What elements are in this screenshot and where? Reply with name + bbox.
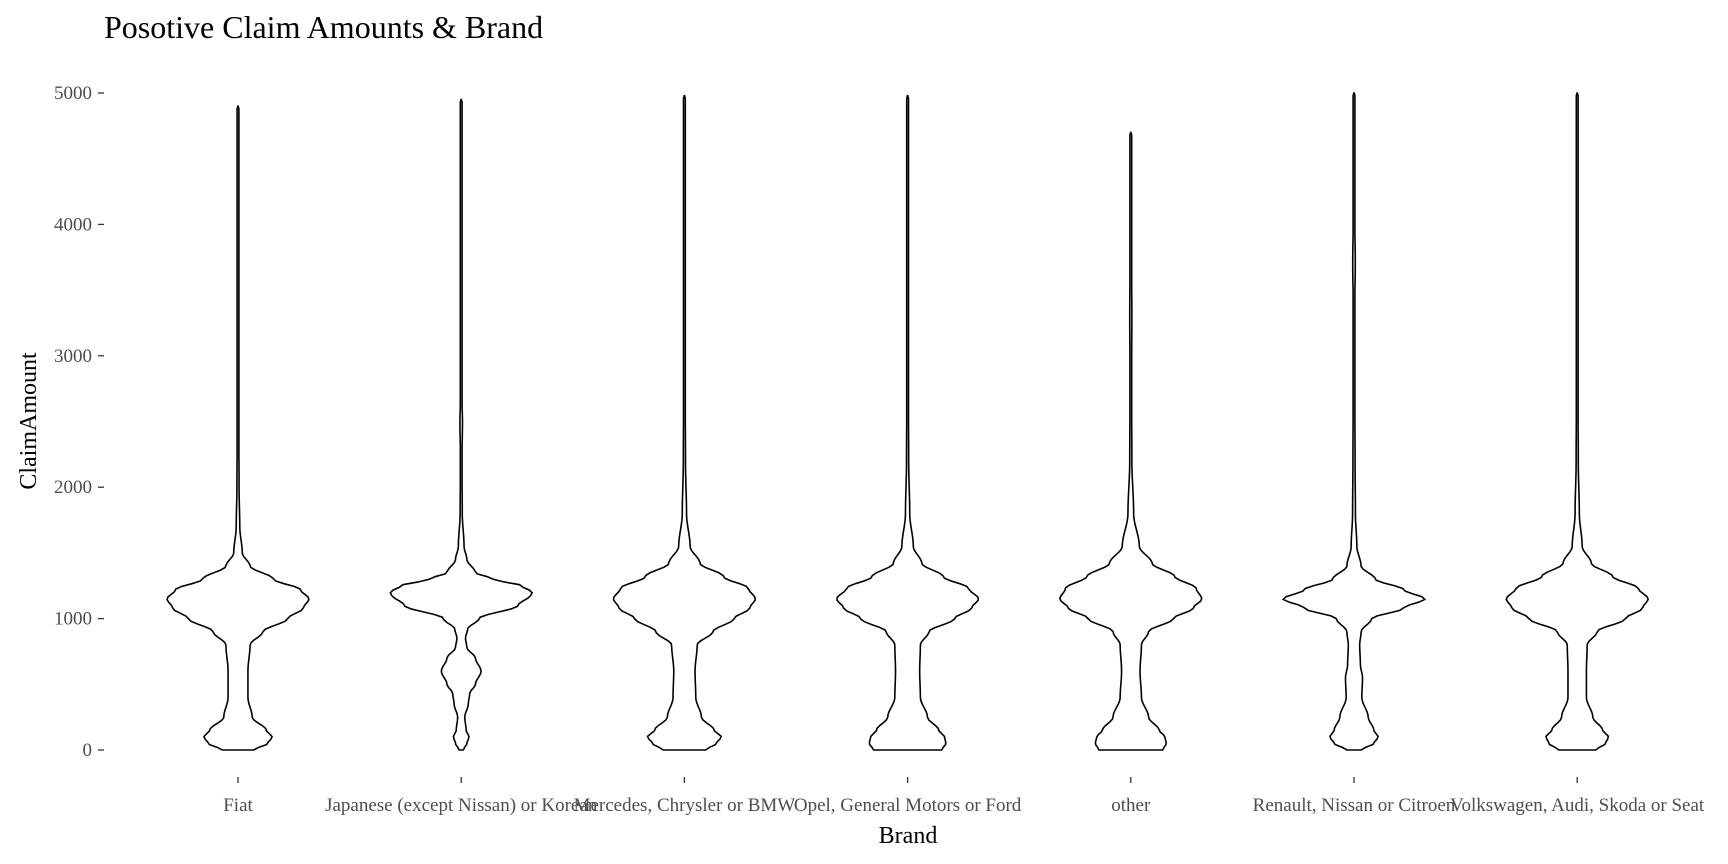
x-tick-label: Japanese (except Nissan) or Korean — [325, 795, 598, 816]
x-tick-label: Volkswagen, Audi, Skoda or Seat — [1450, 795, 1705, 816]
x-tick-label: Renault, Nissan or Citroen — [1253, 795, 1456, 816]
y-axis-title: ClaimAmount — [16, 352, 42, 490]
violin-0 — [166, 105, 310, 751]
x-axis: Fiat Japanese (except Nissan) or KoreanMe… — [223, 777, 1705, 816]
y-axis: 0 1000 2000 3000 4000 5000 — [54, 83, 104, 761]
x-tick-label: Fiat — [223, 795, 253, 816]
y-tick-label: 5000 — [54, 83, 92, 104]
violin-5 — [1281, 92, 1427, 751]
violin-2 — [612, 94, 756, 751]
x-tick-label: other — [1111, 795, 1151, 816]
y-tick-label: 3000 — [54, 346, 92, 367]
y-tick-label: 4000 — [54, 214, 92, 235]
violin-1 — [389, 98, 534, 751]
x-axis-title: Brand — [879, 823, 938, 849]
violin-3 — [836, 94, 980, 751]
x-tick-label: Opel, General Motors or Ford — [794, 795, 1022, 816]
violins — [166, 92, 1650, 751]
x-tick-label: Mercedes, Chrysler or BMW — [574, 795, 796, 816]
y-tick-label: 2000 — [54, 477, 92, 498]
violin-4 — [1059, 131, 1203, 751]
y-tick-label: 1000 — [54, 609, 92, 630]
violin-6 — [1505, 92, 1650, 751]
y-tick-label: 0 — [83, 740, 93, 761]
chart-title: Posotive Claim Amounts & Brand — [104, 9, 543, 45]
